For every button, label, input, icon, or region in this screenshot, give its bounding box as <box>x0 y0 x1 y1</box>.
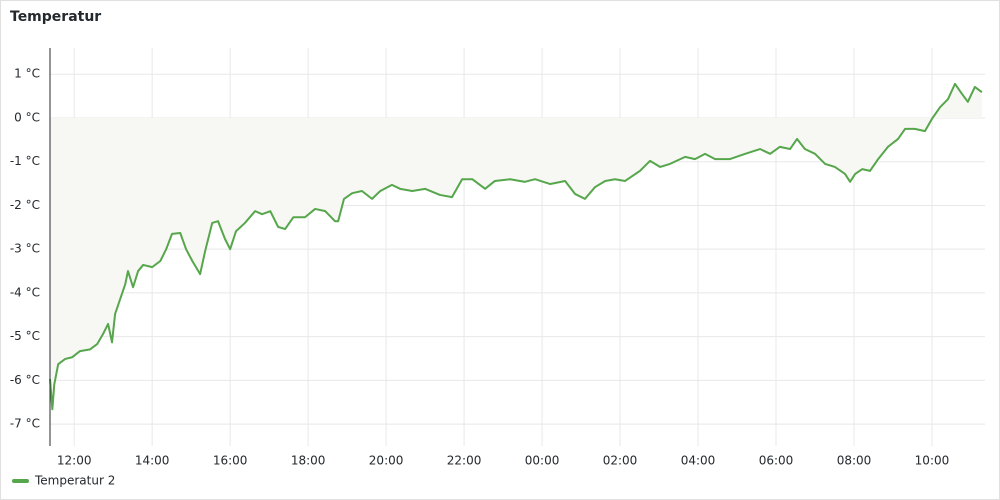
y-tick-label: -6 °C <box>10 373 40 387</box>
y-tick-label: -7 °C <box>10 417 40 431</box>
panel-title: Temperatur <box>10 9 101 25</box>
x-tick-label: 22:00 <box>447 454 482 468</box>
legend-label: Temperatur 2 <box>34 474 115 488</box>
x-tick-label: 10:00 <box>915 454 950 468</box>
x-tick-label: 08:00 <box>837 454 872 468</box>
x-tick-label: 18:00 <box>291 454 326 468</box>
y-tick-label: -4 °C <box>10 285 40 299</box>
x-tick-label: 20:00 <box>369 454 404 468</box>
y-tick-label: -2 °C <box>10 198 40 212</box>
x-tick-label: 16:00 <box>213 454 248 468</box>
series-area <box>50 83 982 410</box>
x-tick-label: 04:00 <box>681 454 716 468</box>
y-tick-label: -1 °C <box>10 154 40 168</box>
y-tick-label: -3 °C <box>10 242 40 256</box>
series-line <box>49 82 983 411</box>
y-tick-label: 0 °C <box>14 110 40 124</box>
x-tick-label: 02:00 <box>603 454 638 468</box>
y-tick-label: -5 °C <box>10 329 40 343</box>
x-tick-label: 12:00 <box>57 454 92 468</box>
x-tick-label: 00:00 <box>525 454 560 468</box>
x-tick-label: 14:00 <box>135 454 170 468</box>
y-tick-label: 1 °C <box>14 67 40 81</box>
x-tick-label: 06:00 <box>759 454 794 468</box>
